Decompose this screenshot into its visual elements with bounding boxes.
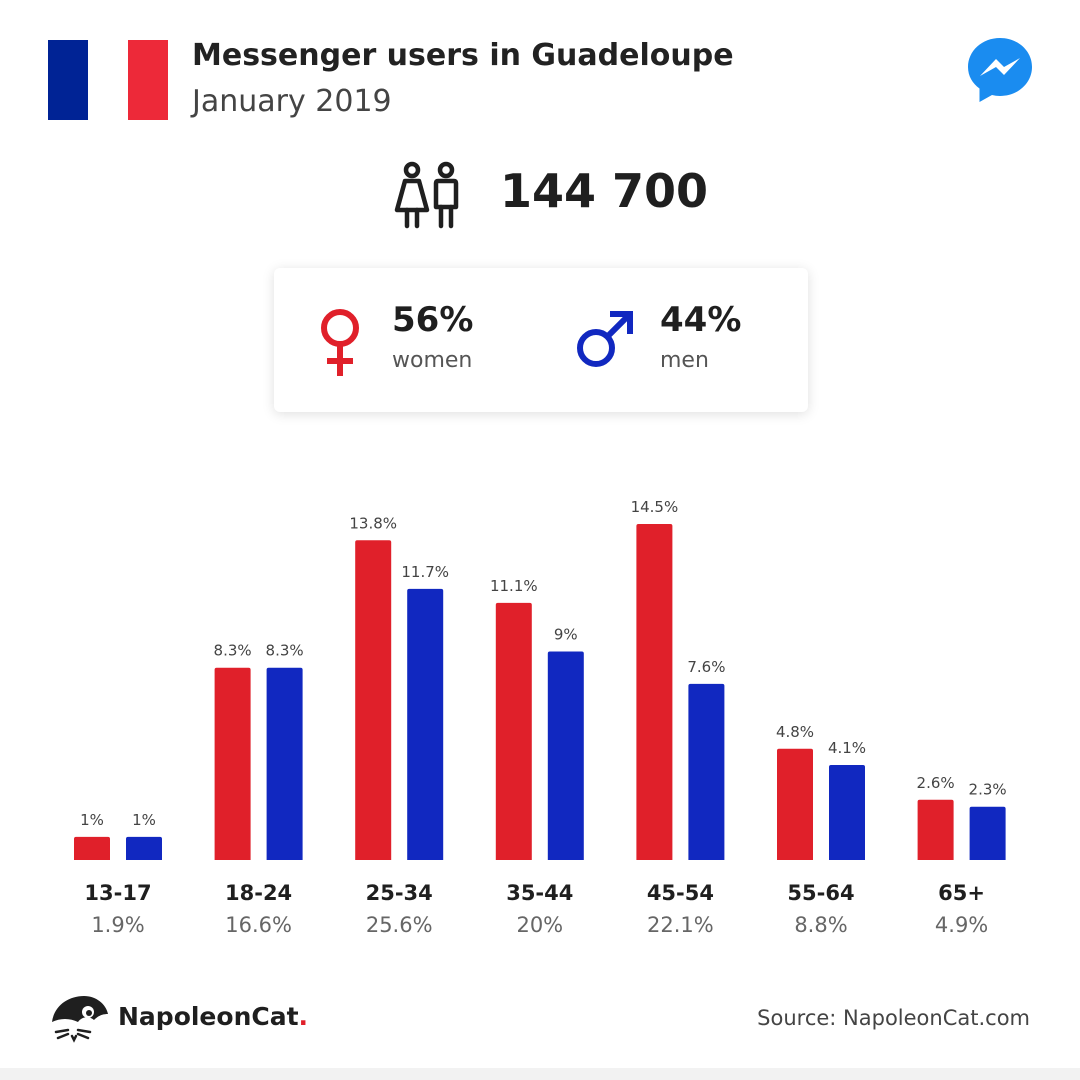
women-label: women — [392, 348, 473, 373]
female-icon — [321, 309, 359, 376]
bar-value-women-65+: 2.6% — [917, 774, 955, 792]
bar-women-35-44 — [495, 602, 532, 860]
age-label-25-34: 25-34 — [366, 881, 433, 905]
bar-value-women-45-54: 14.5% — [631, 498, 679, 516]
age-total-13-17: 1.9% — [91, 913, 144, 937]
bar-women-25-34 — [355, 540, 392, 860]
source-link[interactable]: Source: NapoleonCat.com — [757, 1006, 1030, 1030]
brand-name-text: NapoleonCat — [118, 1002, 299, 1031]
bar-value-men-35-44: 9% — [554, 625, 578, 643]
bar-women-55-64 — [777, 748, 813, 860]
bar-women-18-24 — [214, 667, 251, 860]
age-total-25-34: 25.6% — [366, 913, 433, 937]
bar-women-45-54 — [636, 524, 673, 860]
bar-men-35-44 — [547, 651, 584, 860]
age-label-45-54: 45-54 — [647, 881, 714, 905]
brand-dot: . — [298, 1002, 309, 1031]
total-users: 144 700 — [500, 164, 709, 218]
bar-women-13-17 — [74, 836, 110, 860]
flag-stripe-red — [128, 40, 168, 120]
men-label: men — [660, 348, 709, 373]
bar-value-men-45-54: 7.6% — [687, 658, 725, 676]
flag-stripe-blue — [48, 40, 88, 120]
age-total-55-64: 8.8% — [794, 913, 847, 937]
age-total-18-24: 16.6% — [225, 913, 292, 937]
bar-value-women-25-34: 13.8% — [349, 514, 397, 532]
page-title: Messenger users in Guadeloupe — [192, 38, 734, 73]
bar-value-men-13-17: 1% — [132, 811, 156, 829]
bar-value-women-35-44: 11.1% — [490, 577, 538, 595]
bar-women-65+ — [917, 799, 954, 860]
gender-card: 56% women 44% men — [274, 268, 808, 412]
male-icon — [577, 311, 633, 367]
bar-men-13-17 — [126, 836, 162, 860]
footer-band — [0, 1068, 1080, 1080]
bar-men-55-64 — [829, 765, 865, 860]
bar-value-men-25-34: 11.7% — [401, 563, 449, 581]
bar-value-women-55-64: 4.8% — [776, 723, 814, 741]
women-percent: 56% — [392, 300, 474, 340]
bar-men-25-34 — [407, 588, 444, 860]
bar-value-women-18-24: 8.3% — [214, 642, 252, 660]
men-percent: 44% — [660, 300, 742, 340]
brand-name: NapoleonCat. — [118, 1002, 308, 1031]
age-label-18-24: 18-24 — [225, 881, 292, 905]
age-gender-bar-chart: 1% 1% 13-17 1.9% 8.3% 8.3% 18-24 16.6% 13.8% 11.7… — [74, 498, 1007, 937]
bar-value-women-13-17: 1% — [80, 811, 104, 829]
france-flag — [48, 40, 168, 120]
age-total-35-44: 20% — [516, 913, 563, 937]
age-label-65+: 65+ — [938, 881, 985, 905]
people-icon — [394, 161, 459, 229]
bar-value-men-18-24: 8.3% — [266, 642, 304, 660]
bar-men-18-24 — [266, 667, 303, 860]
flag-stripe-white — [88, 40, 128, 120]
age-total-65+: 4.9% — [935, 913, 988, 937]
napoleoncat-logo-icon — [52, 996, 108, 1043]
age-label-55-64: 55-64 — [787, 881, 854, 905]
age-label-13-17: 13-17 — [84, 881, 151, 905]
page-subtitle: January 2019 — [192, 84, 392, 119]
age-total-45-54: 22.1% — [647, 913, 714, 937]
messenger-icon — [968, 38, 1032, 102]
bar-men-45-54 — [688, 683, 725, 860]
bar-men-65+ — [969, 806, 1006, 860]
age-label-35-44: 35-44 — [506, 881, 573, 905]
bar-value-men-55-64: 4.1% — [828, 739, 866, 757]
bar-value-men-65+: 2.3% — [969, 781, 1007, 799]
